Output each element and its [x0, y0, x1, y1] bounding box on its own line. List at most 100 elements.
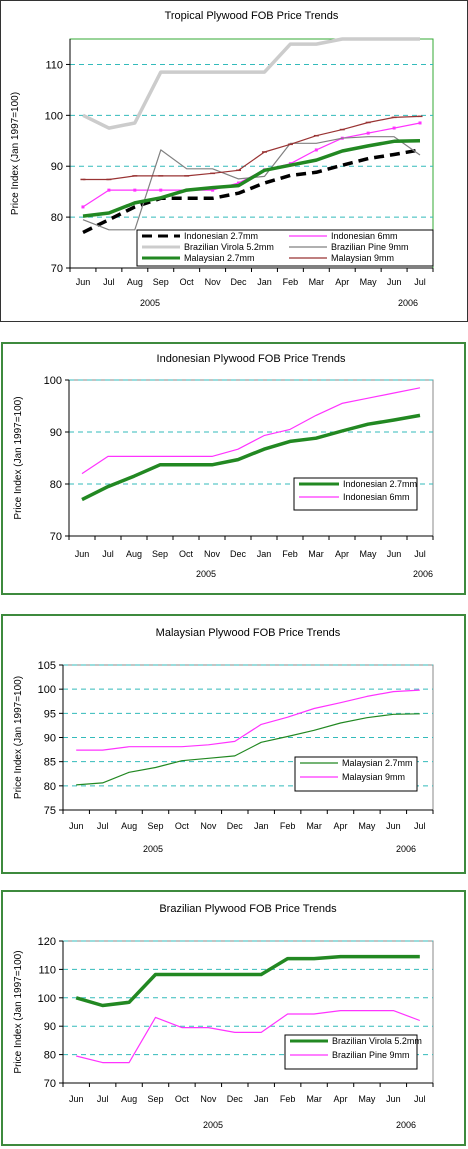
x-tick-label: Nov [204, 549, 221, 559]
y-tick-label: 80 [50, 479, 62, 491]
y-tick-label: 90 [51, 161, 63, 173]
y-tick-label: 110 [38, 964, 56, 976]
x-tick-label: Jan [254, 821, 269, 831]
plot-area [68, 379, 434, 537]
x-tick-label: Sep [152, 549, 168, 559]
legend-box [294, 756, 418, 792]
y-tick-label: 100 [44, 375, 62, 387]
y-tick-label: 95 [44, 708, 56, 720]
y-tick-label: 90 [44, 1021, 56, 1033]
x-tick-label: Jul [97, 1094, 109, 1104]
legend-label: Brazilian Pine 9mm [331, 242, 409, 252]
year-label: 2005 [140, 298, 160, 308]
x-tick-label: Mar [309, 277, 325, 287]
y-tick-label: 105 [38, 660, 56, 672]
year-label: 2006 [413, 569, 433, 579]
data-point-indonesian-6mm [237, 181, 241, 185]
y-tick-label: 90 [44, 733, 56, 745]
series-line-indonesian-2-7mm [82, 148, 421, 234]
series-line-indonesian-2-7mm [81, 413, 421, 502]
x-tick-label: Oct [179, 549, 194, 559]
series-line-brazilian-virola-5-2mm [75, 954, 420, 1008]
chart-title: Tropical Plywood FOB Price Trends [165, 10, 339, 22]
x-tick-label: Jan [257, 277, 272, 287]
data-point-indonesian-6mm [133, 188, 137, 192]
x-tick-label: Jul [103, 277, 115, 287]
x-tick-label: Feb [282, 549, 298, 559]
y-tick-label: 75 [44, 805, 56, 817]
legend-label: Brazilian Pine 9mm [332, 1050, 410, 1060]
x-tick-label: Feb [280, 821, 296, 831]
y-axis-title: Price Index (Jan 1997=100) [13, 396, 24, 519]
x-tick-label: Apr [335, 277, 349, 287]
x-tick-label: Jun [387, 549, 402, 559]
y-tick-label: 70 [44, 1078, 56, 1090]
data-point-indonesian-6mm [211, 188, 215, 192]
x-tick-label: Jun [386, 1094, 401, 1104]
data-point-indonesian-6mm [392, 126, 396, 130]
data-point-indonesian-6mm [81, 205, 85, 209]
legend-label: Malaysian 2.7mm [342, 758, 413, 768]
x-tick-label: Aug [121, 1094, 137, 1104]
x-tick-label: Oct [175, 821, 190, 831]
y-tick-label: 70 [50, 531, 62, 543]
y-tick-label: 80 [51, 212, 63, 224]
y-axis-title: Price Index (Jan 1997=100) [10, 92, 21, 215]
x-tick-label: Nov [200, 1094, 217, 1104]
indonesian-chart: Indonesian Plywood FOB Price Trends 70 80 9… [13, 353, 434, 579]
x-tick-label: Dec [231, 277, 248, 287]
data-point-indonesian-6mm [107, 188, 111, 192]
chart-title: Malaysian Plywood FOB Price Trends [156, 627, 341, 639]
x-tick-label: May [359, 549, 377, 559]
year-label: 2005 [203, 1120, 223, 1130]
legend-label: Malaysian 9mm [342, 772, 405, 782]
x-tick-label: Apr [333, 821, 347, 831]
y-tick-label: 85 [44, 757, 56, 769]
x-tick-label: Jun [69, 821, 84, 831]
x-tick-label: Apr [333, 1094, 347, 1104]
series-line-brazilian-virola-5-2mm [82, 37, 420, 130]
series-line-indonesian-6mm [81, 387, 421, 475]
x-tick-label: Dec [230, 549, 247, 559]
legend-label: Indonesian 2.7mm [343, 479, 417, 489]
y-tick-label: 70 [51, 263, 63, 275]
x-tick-label: Jun [76, 277, 91, 287]
series-line-malaysian-2-7mm [76, 713, 420, 786]
series-line-indonesian-6mm [82, 122, 421, 208]
legend-label: Indonesian 6mm [331, 231, 398, 241]
y-tick-label: 100 [38, 684, 56, 696]
y-tick-label: 100 [38, 993, 56, 1005]
x-tick-label: Dec [227, 1094, 244, 1104]
x-tick-label: Jul [414, 549, 426, 559]
legend-label: Indonesian 6mm [343, 492, 410, 502]
y-tick-label: 110 [45, 59, 63, 71]
y-tick-label: 80 [44, 1050, 56, 1062]
series-line-malaysian-2-7mm [82, 139, 421, 218]
y-tick-label: 80 [44, 781, 56, 793]
x-tick-label: Oct [175, 1094, 190, 1104]
legend-label: Malaysian 9mm [331, 253, 394, 263]
x-tick-label: Sep [147, 821, 163, 831]
legend-label: Indonesian 2.7mm [184, 231, 258, 241]
malaysian-chart: Malaysian Plywood FOB Price Trends 75 80 85… [13, 627, 434, 854]
y-axis-title: Price Index (Jan 1997=100) [13, 676, 24, 799]
series-line-malaysian-9mm [83, 115, 421, 181]
x-tick-label: Dec [227, 821, 244, 831]
x-tick-label: Jul [414, 1094, 426, 1104]
data-point-indonesian-6mm [159, 188, 163, 192]
y-tick-label: 90 [50, 427, 62, 439]
x-tick-label: Mar [308, 549, 324, 559]
data-point-indonesian-6mm [314, 148, 318, 152]
x-tick-label: May [360, 277, 378, 287]
y-tick-label: 120 [38, 936, 56, 948]
tropical-chart: Tropical Plywood FOB Price Trends 70 80 90 1… [0, 0, 468, 322]
data-point-indonesian-6mm [366, 131, 370, 135]
legend-label: Brazilian Virola 5.2mm [184, 242, 274, 252]
brazilian-chart-panel: Brazilian Plywood FOB Price Trends 70 80 90… [1, 890, 466, 1146]
series-line-brazilian-pine-9mm [76, 1009, 421, 1064]
x-tick-label: Jul [414, 821, 426, 831]
legend-box [136, 229, 434, 267]
data-point-indonesian-6mm [418, 121, 422, 125]
indonesian-chart-panel: Indonesian Plywood FOB Price Trends 70 80 9… [1, 342, 466, 595]
x-tick-label: Jun [69, 1094, 84, 1104]
